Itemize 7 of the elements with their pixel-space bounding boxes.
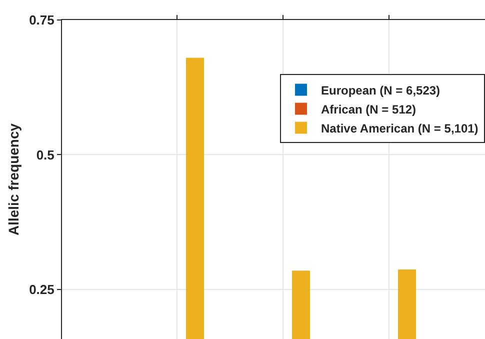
y-tick-label: 0.25 [29, 282, 54, 297]
y-axis-title: Allelic frequency [6, 123, 22, 236]
y-tick-label: 0.75 [29, 12, 54, 28]
legend-label: Native American (N = 5,101) [321, 121, 478, 136]
legend-label: African (N = 512) [321, 102, 416, 116]
legend-label: European (N = 6,523) [321, 83, 440, 98]
y-tick-label: 0.5 [36, 147, 54, 162]
